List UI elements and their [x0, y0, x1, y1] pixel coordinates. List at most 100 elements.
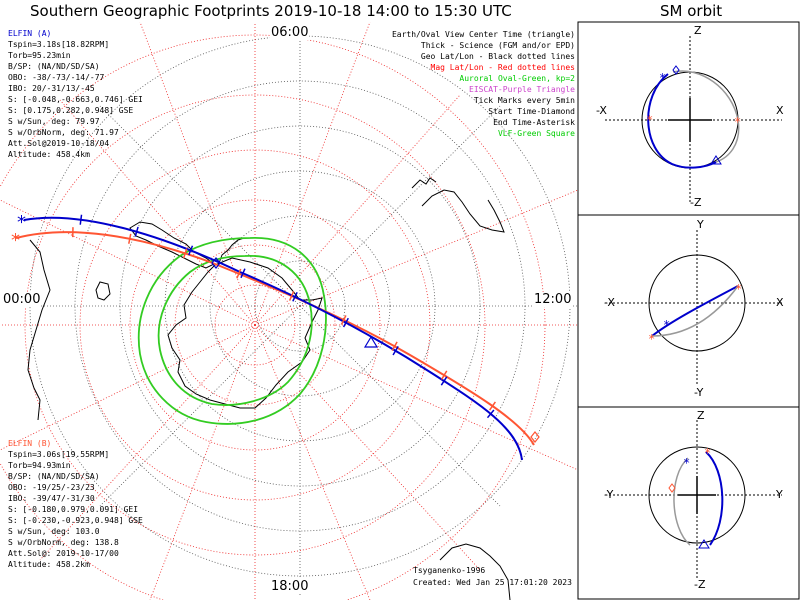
- elfin-a-info-line: S: [0.175,0.282,0.948] GSE: [8, 106, 134, 115]
- elfin-a-tick: [486, 409, 495, 419]
- created-label: Created: Wed Jan 25 17:01:20 2023: [413, 578, 572, 587]
- elfin-b-start-asterisk: *: [11, 230, 20, 251]
- hour-label-left: 00:00: [2, 292, 42, 307]
- elfin-a-tick: [134, 226, 139, 237]
- hour-label-right: 12:00: [533, 292, 573, 307]
- sm-orbit-yz: * *: [605, 420, 782, 578]
- orbit3-top-label: Z: [697, 409, 705, 422]
- auroral-oval-outer: [137, 237, 327, 425]
- orbit1-top-label: Z: [694, 24, 702, 37]
- elfin-b-info-line: S w/Sun, deg: 103.0: [8, 527, 100, 536]
- legend-entry: Tick Marks every 5min: [473, 96, 575, 105]
- elfin-b-tick: [391, 341, 398, 352]
- elfin-b-tick: [489, 401, 496, 411]
- track-tick-marks: [71, 214, 496, 419]
- svg-text:*: *: [683, 456, 690, 470]
- elfin-a-info-line: Torb=95.23min: [8, 51, 71, 60]
- svg-text:*: *: [663, 318, 670, 332]
- elfin-a-info-line: IBO: 20/-31/13/-45: [8, 84, 95, 93]
- legend-entry: Mag Lat/Lon - Red dotted lines: [430, 63, 576, 72]
- legend-entry: EISCAT-Purple Triangle: [469, 85, 575, 94]
- elfin-b-info-line: OBO: -19/25/-23/23: [8, 483, 95, 492]
- legend-entry: Earth/Oval View Center Time (triangle): [391, 30, 575, 39]
- legend-entry: End Time-Asterisk: [493, 118, 575, 127]
- australia-coastline: [421, 189, 505, 233]
- svg-text:*: *: [648, 332, 655, 346]
- elfin-a-info-line: Tspin=3.18s[18.82RPM]: [8, 40, 110, 49]
- elfin-b-tick: [340, 315, 347, 325]
- orbit1-right-label: X: [776, 104, 784, 117]
- elfin-b-name: ELFIN (B): [8, 439, 52, 448]
- elfin-a-info-line: Att.Sol@2019-10-18/04: [8, 139, 110, 148]
- elfin-b-info-line: Tspin=3.06s[19.55RPM]: [8, 450, 110, 459]
- geo-lon-lines: [20, 26, 578, 596]
- orbit1-bottom-label: -Z: [690, 196, 702, 209]
- elfin-a-tick: [440, 376, 448, 386]
- new-zealand-coastline: [411, 177, 437, 189]
- plot-title: Southern Geographic Footprints 2019-10-1…: [30, 2, 512, 20]
- orbit-title: SM orbit: [660, 2, 723, 20]
- elfin-b-info-line: S: [-0.180,0.979,0.091] GEI: [8, 505, 139, 514]
- svg-text:*: *: [704, 446, 711, 460]
- west-coastline: [27, 239, 51, 421]
- svg-text:*: *: [646, 113, 653, 127]
- elfin-a-info-line: S w/Sun, deg: 79.97: [8, 117, 100, 126]
- elfin-b-info-line: Altitude: 458.2km: [8, 560, 90, 569]
- start-end-markers: * *: [11, 212, 540, 443]
- elfin-a-tick: [342, 317, 349, 328]
- elfin-b-info-line: B/SP: (NA/ND/SD/SA): [8, 472, 100, 481]
- legend-entry: Geo Lat/Lon - Black dotted lines: [420, 52, 575, 61]
- antarctica-coastline: [167, 257, 323, 409]
- africa-coastline: [439, 543, 511, 600]
- antarctic-peninsula: [217, 237, 245, 267]
- legend-entry: Auroral Oval-Green, kp=2: [459, 74, 575, 83]
- elfin-a-tick: [292, 291, 298, 302]
- elfin-a-tick: [79, 214, 83, 225]
- elfin-a-track: [23, 216, 523, 461]
- elfin-b-tick: [182, 248, 188, 259]
- orbit3-bottom-label: -Z: [694, 578, 706, 591]
- elfin-a-info-line: S: [-0.048,-0.663,0.746] GEI: [8, 95, 143, 104]
- svg-text:*: *: [659, 71, 666, 85]
- elfin-a-view-triangle: [363, 335, 379, 348]
- elfin-b-tick: [440, 370, 448, 380]
- hour-label-top: 06:00: [270, 25, 310, 40]
- elfin-b-tick: [128, 233, 132, 244]
- elfin-a-center-diamond: [211, 257, 221, 269]
- elfin-b-tick: [288, 291, 295, 301]
- orbit3-left-label: -Y: [604, 488, 614, 501]
- elfin-a-info-line: OBO: -38/-73/-14/-77: [8, 73, 105, 82]
- elfin-b-info-line: Torb=94.93min: [8, 461, 71, 470]
- hour-label-bottom: 18:00: [270, 579, 310, 594]
- elfin-a-tick: [240, 268, 246, 279]
- svg-text:*: *: [734, 115, 741, 129]
- orbit2-left-label: -X: [604, 296, 615, 309]
- orbit2-right-label: X: [776, 296, 784, 309]
- sm-orbit-xy: * * *: [605, 230, 782, 385]
- elfin-b-end-diamond: [530, 431, 540, 443]
- island-fragment: [95, 281, 111, 301]
- elfin-b-tick: [236, 268, 242, 279]
- legend-entry: VLF-Green Square: [497, 129, 575, 138]
- elfin-a-info-line: B/SP: (NA/ND/SD/SA): [8, 62, 100, 71]
- elfin-b-info-line: IBO: -39/47/-31/30: [8, 494, 95, 503]
- elfin-b-info-line: S: [-0.230,-0.923,0.948] GSE: [8, 516, 143, 525]
- mag-grid: [0, 22, 578, 600]
- legend-entry: Start Time-Diamond: [488, 107, 575, 116]
- orbit3-right-label: Y: [776, 488, 783, 501]
- legend: Earth/Oval View Center Time (triangle) Th…: [392, 29, 575, 139]
- polar-map: [0, 22, 578, 600]
- elfin-b-info-line: S w/OrbNorm, deg: 138.8: [8, 538, 119, 547]
- elfin-b-info: ELFIN (B) Tspin=3.06s[19.55RPM] Torb=94.9…: [8, 438, 143, 569]
- elfin-a-start-asterisk: *: [17, 212, 26, 233]
- elfin-a-tick: [188, 245, 194, 256]
- sm-orbit-xz: * * *: [605, 36, 782, 203]
- legend-entry: Thick - Science (FGM and/or EPD): [420, 41, 575, 50]
- elfin-a-info-line: S w/OrbNorm, deg: 71.97: [8, 128, 119, 137]
- orbit1-left-label: -X: [596, 104, 607, 117]
- elfin-b-info-line: Att.Sol@: 2019-10-17/00: [8, 549, 119, 558]
- model-label: Tsyganenko-1996: [413, 566, 486, 575]
- svg-text:*: *: [735, 282, 742, 296]
- elfin-a-info-line: Altitude: 458.4km: [8, 150, 90, 159]
